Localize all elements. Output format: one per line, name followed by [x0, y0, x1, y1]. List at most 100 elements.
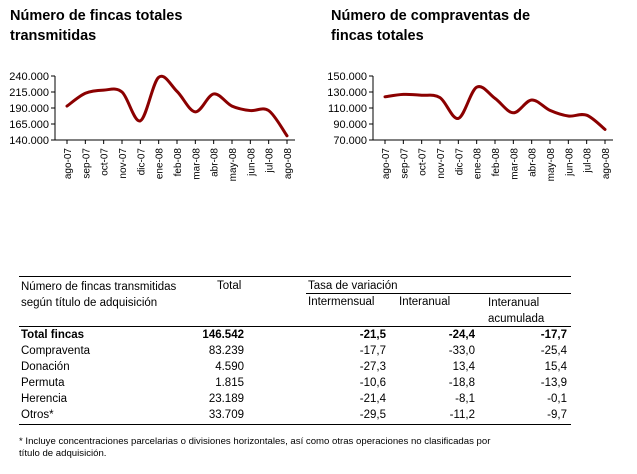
data-point: [66, 105, 68, 107]
data-point: [402, 93, 405, 96]
chart-2-title-line-1: Número de compraventas de: [331, 8, 531, 24]
table-cell-inter: -17,7: [359, 345, 386, 357]
x-tick-label: nov-07: [118, 148, 129, 179]
x-tick-label: ago-08: [601, 148, 612, 180]
data-point: [420, 94, 423, 96]
x-tick-label: jul-08: [265, 148, 276, 174]
table-cell-inter: -27,3: [359, 361, 386, 373]
table-header-label-line-2: según título de adquisición: [21, 297, 158, 309]
data-point: [585, 114, 588, 116]
table-cell-anual: 13,4: [452, 361, 475, 373]
data-point: [231, 105, 233, 107]
table-cell-total: 1.815: [215, 377, 244, 389]
table-header-total: Total: [217, 280, 242, 292]
x-tick-label: may-08: [228, 148, 239, 182]
table-cell-anual: -24,4: [448, 329, 475, 341]
table-top-rule: [19, 276, 571, 277]
table-cell-acum: -25,4: [540, 345, 567, 357]
table-cell-label: Total fincas: [21, 329, 85, 341]
x-tick-label: sep-07: [399, 148, 410, 179]
series-line: [65, 74, 289, 138]
data-point: [194, 111, 197, 113]
table-cell-total: 4.590: [215, 361, 244, 373]
x-tick-label: dic-07: [136, 148, 147, 176]
y-tick-label: 70.000: [333, 135, 367, 147]
x-tick-label: ene-08: [473, 148, 484, 180]
table-cell-label: Otros*: [21, 409, 54, 421]
y-tick-label: 190.000: [9, 103, 49, 115]
y-tick-label: 150.000: [327, 71, 367, 83]
x-tick-label: oct-07: [418, 148, 429, 176]
table-cell-anual: -18,8: [448, 377, 475, 389]
table-cell-anual: -8,1: [455, 393, 475, 405]
data-point: [267, 109, 270, 112]
table-cell-acum: 15,4: [544, 361, 567, 373]
chart-2-compraventas: 70.000 90.000 110.000 130.000 150.000 ago-07 s…: [327, 71, 613, 182]
data-point: [121, 91, 123, 93]
x-tick-label: sep-07: [81, 148, 92, 179]
x-tick-label: abr-08: [210, 148, 221, 177]
y-tick-label: 110.000: [328, 103, 367, 115]
x-tick-label: oct-07: [100, 148, 111, 176]
table-cell-anual: -11,2: [449, 409, 475, 421]
data-point: [604, 128, 606, 131]
table-header-label-line-1: Número de fincas transmitidas: [21, 281, 177, 293]
chart-1-fincas-totales: 140.000 165.000 190.000 215.000 240.000 ago-0…: [9, 71, 295, 182]
table-cell-label: Permuta: [21, 377, 65, 389]
table-cell-total: 33.709: [208, 409, 244, 421]
y-tick-label: 165.000: [9, 119, 49, 131]
table-cell-inter: -21,5: [359, 329, 386, 341]
data-point: [439, 96, 441, 99]
y-tick-label: 130.000: [327, 87, 367, 99]
footnote-line-2: título de adquisición.: [19, 448, 107, 459]
data-point: [530, 99, 533, 101]
table-cell-anual: -33,0: [448, 345, 475, 357]
x-tick-label: mar-08: [191, 148, 202, 180]
table-cell-inter: -29,5: [359, 409, 386, 421]
x-tick-label: mar-08: [509, 148, 520, 180]
data-point: [212, 93, 215, 95]
series-line: [383, 85, 607, 131]
data-point: [102, 89, 105, 91]
table-cell-label: Herencia: [21, 393, 68, 405]
table-cell-label: Compraventa: [21, 345, 91, 357]
table-bottom-rule: [19, 424, 571, 425]
table-tasa-rule: [306, 293, 571, 294]
x-tick-label: ene-08: [155, 148, 166, 180]
y-tick-label: 215.000: [9, 87, 49, 99]
table-cell-acum: -0,1: [547, 393, 567, 405]
data-point: [139, 120, 142, 122]
table-cell-acum: -17,7: [540, 329, 567, 341]
table-cell-inter: -10,6: [359, 377, 386, 389]
chart-1-title-line-2: transmitidas: [10, 28, 97, 44]
chart-1-title-line-1: Número de fincas totales: [10, 8, 183, 24]
table-cell-acum: -13,9: [540, 377, 567, 389]
table-header-interanual: Interanual: [399, 296, 451, 308]
table-cell-label: Donación: [21, 361, 70, 373]
footnote: * Incluye concentraciones parcelarias o …: [19, 436, 579, 460]
data-point: [512, 112, 515, 114]
footnote-line-1: * Incluye concentraciones parcelarias o …: [19, 436, 491, 447]
data-point: [176, 90, 178, 93]
y-tick-label: 140.000: [9, 135, 49, 147]
data-point: [567, 115, 570, 117]
x-tick-label: feb-08: [491, 148, 502, 177]
data-point: [157, 76, 160, 79]
data-point: [549, 109, 551, 112]
data-point: [286, 135, 288, 137]
table-cell-inter: -21,4: [359, 393, 386, 405]
table-header-acumulada-line-2: acumulada: [488, 313, 545, 325]
table-cell-acum: -9,7: [547, 409, 567, 421]
x-tick-label: abr-08: [528, 148, 539, 177]
chart-2-title-line-2: fincas totales: [331, 28, 424, 44]
y-tick-label: 240.000: [9, 71, 49, 83]
data-point: [249, 109, 252, 112]
data-point: [384, 96, 386, 98]
table-header-intermensual: Intermensual: [308, 296, 375, 308]
table-header-rule: [19, 326, 571, 327]
data-point: [457, 117, 460, 120]
table-cell-total: 146.542: [202, 329, 244, 341]
y-tick-label: 90.000: [333, 119, 367, 131]
x-tick-label: may-08: [546, 148, 557, 182]
data-point: [494, 97, 496, 100]
